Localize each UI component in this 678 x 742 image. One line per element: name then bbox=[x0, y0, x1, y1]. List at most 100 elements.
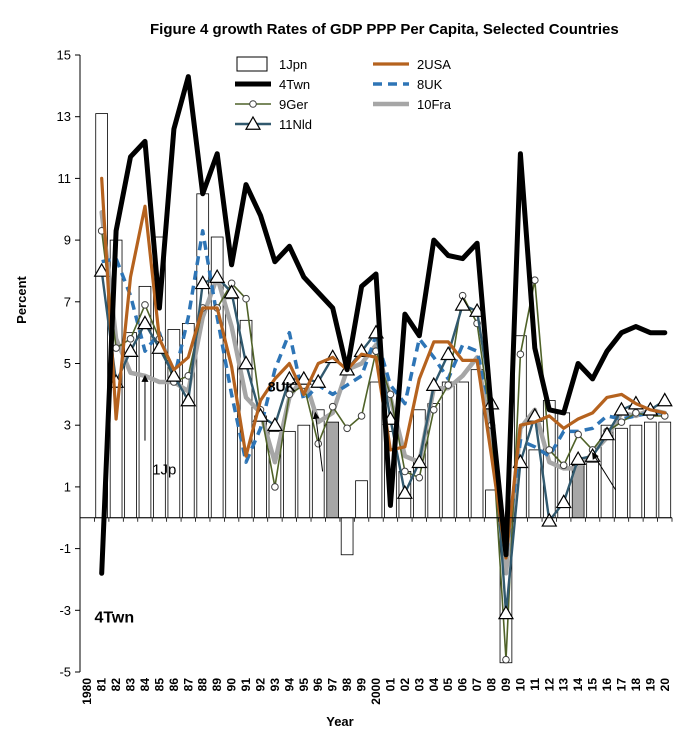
bar-11 bbox=[528, 449, 542, 519]
point-11nld-16 bbox=[598, 426, 616, 441]
point-9ger-96 bbox=[314, 439, 323, 448]
bar-05 bbox=[441, 381, 455, 519]
x-tick-label: 08 bbox=[485, 678, 499, 692]
point-9ger-83 bbox=[126, 335, 135, 343]
point-9ger-82 bbox=[112, 344, 120, 352]
annotation-8uk: 8UK bbox=[268, 378, 296, 394]
point-9ger-01 bbox=[386, 390, 395, 399]
x-tick-label: 88 bbox=[196, 678, 210, 692]
annotation-4twn: 4Twn bbox=[94, 610, 134, 627]
point-11nld-90 bbox=[223, 284, 240, 299]
point-9ger-04 bbox=[429, 405, 438, 414]
point-9ger-13 bbox=[559, 461, 568, 470]
point-11nld-83 bbox=[122, 342, 139, 358]
point-11nld-13 bbox=[555, 494, 572, 509]
x-tick-label: 92 bbox=[254, 678, 268, 692]
y-tick-label: 5 bbox=[64, 356, 71, 371]
point-11nld-06 bbox=[454, 296, 471, 311]
x-tick-label: 19 bbox=[643, 678, 657, 692]
point-11nld-12 bbox=[541, 512, 558, 527]
point-11nld-02 bbox=[396, 484, 413, 499]
x-tick-label: 86 bbox=[167, 678, 181, 692]
x-tick-label: 02 bbox=[398, 678, 412, 692]
y-axis-label: Percent bbox=[14, 275, 29, 323]
point-9ger-11 bbox=[531, 276, 539, 285]
point-9ger-17 bbox=[617, 418, 626, 426]
x-tick-label: 97 bbox=[326, 678, 340, 692]
legend-label-4twn: 4Twn bbox=[279, 77, 310, 92]
legend-label-8uk: 8UK bbox=[417, 77, 443, 92]
bar-20 bbox=[658, 421, 672, 519]
point-11nld-20 bbox=[656, 392, 673, 407]
point-11nld-03 bbox=[411, 454, 428, 469]
y-tick-label: 1 bbox=[64, 479, 71, 494]
x-tick-label: 14 bbox=[571, 678, 585, 692]
point-9ger-10 bbox=[516, 350, 525, 359]
x-tick-label: 03 bbox=[412, 678, 426, 692]
point-9ger-98 bbox=[343, 424, 351, 433]
x-tick-label: 98 bbox=[340, 678, 354, 692]
x-tick-label: 12 bbox=[542, 678, 556, 692]
x-tick-label: 16 bbox=[600, 678, 614, 692]
x-tick-label: 94 bbox=[282, 678, 296, 692]
point-11nld-81 bbox=[93, 262, 110, 277]
x-tick-label: 83 bbox=[124, 678, 138, 692]
bar-18 bbox=[629, 424, 643, 519]
bar-17 bbox=[615, 427, 628, 519]
annotation-arrow-jpn-bar bbox=[312, 411, 324, 472]
bar-98 bbox=[340, 517, 354, 556]
bar-06 bbox=[456, 381, 469, 519]
legend: 1Jpn 2USA 4Twn 8UK 9Ger 10Fra 11Nld bbox=[235, 56, 452, 132]
point-11nld-87 bbox=[180, 392, 197, 407]
x-tick-label: 11 bbox=[528, 678, 542, 691]
point-11nld-96 bbox=[310, 373, 327, 388]
y-tick-label: -5 bbox=[59, 665, 71, 680]
x-tick-label: 91 bbox=[239, 678, 253, 692]
bar-19 bbox=[644, 421, 657, 519]
y-tick-label: -1 bbox=[59, 541, 71, 556]
bar-97 bbox=[326, 421, 340, 519]
x-axis-label: Year bbox=[326, 714, 353, 729]
x-tick-label: 93 bbox=[268, 678, 282, 692]
y-tick-label: 3 bbox=[64, 418, 71, 433]
y-tick-label: 9 bbox=[64, 233, 71, 248]
legend-label-1jpn: 1Jpn bbox=[279, 57, 307, 72]
point-11nld-17 bbox=[613, 401, 630, 416]
point-9ger-12 bbox=[545, 446, 554, 454]
x-tick-label: 89 bbox=[210, 678, 224, 692]
y-tick-label: 15 bbox=[57, 48, 71, 63]
x-tick-label: 06 bbox=[456, 678, 470, 692]
legend-label-2usa: 2USA bbox=[417, 57, 451, 72]
x-tick-label: 01 bbox=[383, 678, 397, 692]
x-tick-label: 87 bbox=[181, 678, 195, 692]
point-9ger-02 bbox=[401, 467, 409, 476]
point-11nld-88 bbox=[194, 275, 211, 290]
point-9ger-14 bbox=[574, 430, 582, 439]
point-11nld-05 bbox=[440, 346, 457, 361]
x-tick-label: 17 bbox=[615, 678, 629, 692]
point-9ger-99 bbox=[357, 412, 366, 420]
x-tick-label: 09 bbox=[499, 678, 513, 692]
bar-95 bbox=[297, 424, 311, 519]
point-11nld-09 bbox=[497, 605, 514, 620]
x-tick-label: 07 bbox=[470, 678, 484, 692]
x-tick-label: 85 bbox=[152, 678, 166, 692]
point-9ger-93 bbox=[271, 483, 279, 491]
x-tick-label: 10 bbox=[513, 678, 527, 692]
bar-91 bbox=[239, 319, 253, 519]
point-9ger-91 bbox=[242, 294, 250, 303]
bar-99 bbox=[355, 480, 368, 519]
x-tick-label: 82 bbox=[109, 678, 123, 692]
x-tick-label: 84 bbox=[138, 678, 152, 692]
x-tick-label: 13 bbox=[557, 678, 571, 692]
legend-marker-11nld bbox=[244, 115, 262, 130]
bar-2000 bbox=[369, 381, 383, 519]
point-9ger-97 bbox=[328, 402, 337, 411]
point-11nld-86 bbox=[165, 367, 182, 382]
x-tick-label: 2000 bbox=[369, 678, 383, 705]
point-11nld-93 bbox=[266, 416, 283, 432]
y-tick-label: 13 bbox=[57, 109, 71, 124]
x-tick-label: 90 bbox=[225, 678, 239, 692]
annotation-arrow-jpn-recent bbox=[592, 452, 617, 491]
legend-label-9ger: 9Ger bbox=[279, 97, 309, 112]
